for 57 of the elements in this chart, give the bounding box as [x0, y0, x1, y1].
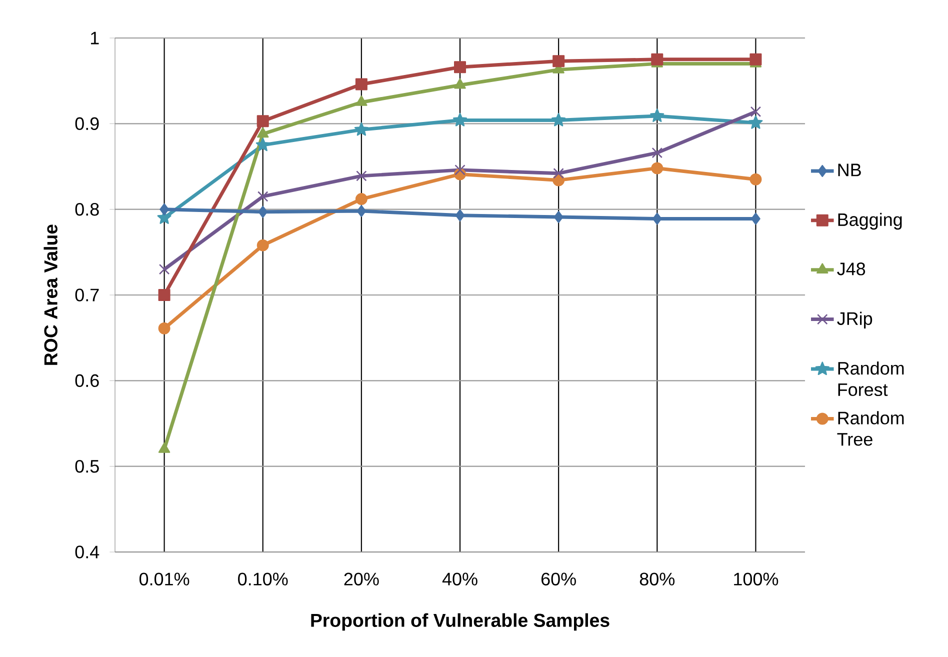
- legend-label: J48: [837, 262, 866, 276]
- y-tick-label: 0.6: [75, 374, 99, 388]
- point: [256, 138, 270, 152]
- x-tick-label: 0.01%: [139, 572, 190, 586]
- point: [651, 53, 664, 66]
- legend-label: NB: [838, 164, 861, 176]
- point: [158, 264, 170, 275]
- point: [257, 191, 268, 202]
- point: [652, 212, 662, 225]
- point: [356, 170, 367, 182]
- point: [258, 206, 268, 218]
- point: [652, 147, 663, 158]
- y-tick-label: 0.4: [75, 546, 100, 558]
- point: [160, 203, 169, 216]
- point: [651, 162, 664, 174]
- point: [751, 212, 760, 225]
- x-tick-label: 20%: [344, 572, 379, 586]
- point: [455, 209, 465, 222]
- legend-label: JRip: [837, 312, 872, 329]
- x-tick-label: 60%: [541, 572, 576, 586]
- point: [356, 205, 366, 218]
- y-tick-label: 0.5: [75, 460, 99, 473]
- point: [750, 53, 762, 66]
- point: [748, 115, 763, 129]
- point: [256, 239, 269, 252]
- point: [452, 112, 468, 126]
- x-tick-label: 0.10%: [238, 572, 288, 586]
- point: [158, 289, 170, 302]
- point: [356, 96, 368, 106]
- x-axis-title: Proportion of Vulnerable Samples: [311, 613, 610, 631]
- point: [454, 164, 466, 176]
- x-tick-label: 80%: [640, 572, 675, 586]
- point: [552, 112, 566, 126]
- point: [355, 78, 368, 90]
- point: [158, 322, 170, 334]
- point: [750, 106, 762, 118]
- y-tick-label: 0.7: [75, 288, 99, 302]
- point: [552, 55, 565, 68]
- point: [454, 78, 466, 89]
- y-tick-label: 1: [90, 32, 99, 44]
- y-tick-label: 0.8: [75, 202, 99, 216]
- legend-label: Random Forest: [838, 361, 904, 396]
- point: [750, 173, 762, 186]
- point: [650, 108, 664, 122]
- point: [554, 211, 564, 224]
- y-axis-title: ROC Area Value: [44, 224, 58, 365]
- x-tick-label: 100%: [734, 572, 778, 586]
- point: [354, 122, 368, 136]
- y-tick-label: 0.9: [75, 117, 99, 130]
- point: [355, 193, 368, 206]
- x-tick-label: 40%: [442, 572, 478, 586]
- point: [256, 127, 269, 138]
- point: [256, 115, 269, 128]
- legend-label: Random Tree: [837, 411, 904, 446]
- point: [454, 61, 466, 74]
- legend-label: Bagging: [838, 212, 902, 230]
- point: [553, 168, 564, 179]
